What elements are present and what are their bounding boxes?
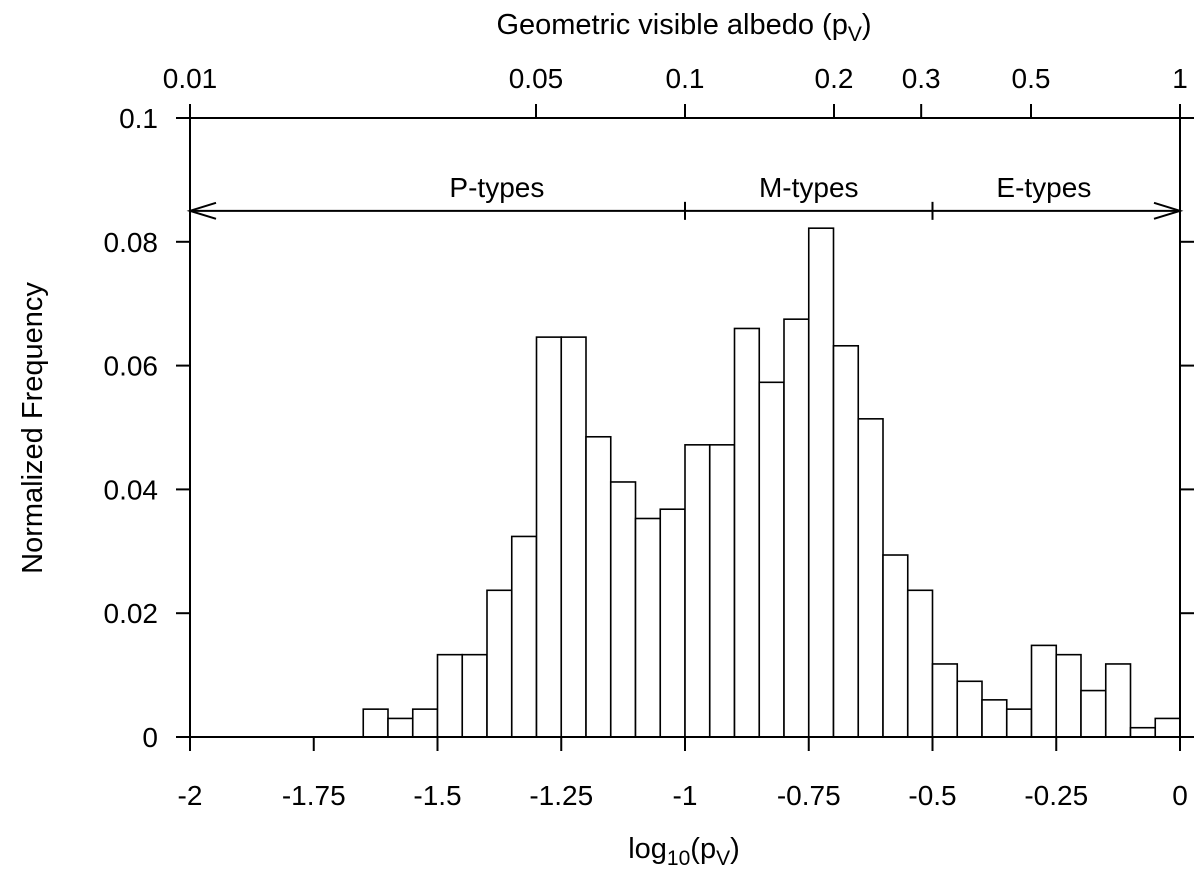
region-label: P-types (449, 172, 544, 203)
top-tick-label: 1 (1172, 63, 1188, 94)
histogram-bar (981, 699, 1008, 738)
histogram-bar (931, 663, 959, 738)
top-axis-title: Geometric visible albedo (pV) (496, 9, 871, 46)
histogram-bar (461, 653, 488, 738)
histogram-bar (1055, 653, 1082, 738)
histogram-bar (708, 444, 736, 738)
histogram-bar (1080, 689, 1107, 738)
x-tick-label: -1 (673, 780, 698, 811)
histogram-bar (560, 336, 587, 738)
histogram-bar (906, 589, 934, 738)
histogram-bar (1129, 726, 1157, 738)
histogram-bar (535, 336, 563, 738)
histogram-bar (585, 435, 612, 738)
tick-labels: -2 -1.75 -1.5 -1.25 -1 -0.75 -0.5 -0.25 0 0 0.02 0.… (104, 63, 1188, 811)
x-tick-label: -2 (178, 780, 203, 811)
histogram-bar (882, 554, 909, 738)
axis-ticks (176, 104, 1194, 751)
x-tick-label: 0 (1172, 780, 1188, 811)
histogram-bar (857, 418, 884, 738)
taxonomy-regions: P-types M-types E-types (186, 172, 1184, 220)
y-tick-label: 0 (142, 722, 158, 753)
histogram-bar (436, 653, 464, 738)
x-axis-title: log10(pV) (628, 833, 740, 870)
top-tick-label: 0.05 (509, 63, 564, 94)
x-tick-label: -0.75 (777, 780, 841, 811)
y-tick-label: 0.02 (104, 598, 159, 629)
top-tick-label: 0.5 (1012, 63, 1051, 94)
histogram-bar (659, 508, 686, 738)
y-tick-label: 0.1 (119, 103, 158, 134)
histogram-bar (411, 708, 439, 738)
histogram-bar (783, 318, 810, 738)
x-tick-label: -1.25 (529, 780, 593, 811)
y-tick-label: 0.06 (104, 351, 159, 382)
top-tick-label: 0.01 (163, 63, 218, 94)
x-tick-label: -0.5 (908, 780, 956, 811)
histogram-bar (634, 517, 662, 738)
region-label: M-types (759, 172, 859, 203)
histogram-bar (387, 717, 414, 738)
histogram-bar (807, 227, 835, 738)
histogram-bar (956, 680, 983, 738)
top-tick-label: 0.1 (666, 63, 705, 94)
histogram-bar (1030, 644, 1058, 738)
histogram-bar (684, 444, 711, 738)
x-tick-label: -0.25 (1024, 780, 1088, 811)
histogram-bar (1005, 708, 1033, 738)
histogram-bar (486, 589, 513, 738)
histogram-bar (609, 481, 637, 738)
y-tick-label: 0.04 (104, 474, 159, 505)
histogram-bar (1154, 717, 1181, 738)
top-tick-label: 0.3 (902, 63, 941, 94)
region-arrowhead-left (186, 201, 217, 220)
histogram-bar (832, 344, 860, 738)
x-tick-label: -1.75 (282, 780, 346, 811)
y-axis-title: Normalized Frequency (17, 282, 49, 574)
region-label: E-types (996, 172, 1091, 203)
histogram-bars (362, 227, 1181, 738)
histogram-bar (733, 327, 761, 738)
top-tick-label: 0.2 (815, 63, 854, 94)
histogram-bar (362, 708, 389, 738)
histogram-bar (758, 381, 785, 738)
histogram-bar (510, 535, 538, 738)
histogram-bar (1104, 663, 1132, 738)
y-tick-label: 0.08 (104, 227, 159, 258)
region-arrowhead-right (1153, 201, 1184, 220)
x-tick-label: -1.5 (413, 780, 461, 811)
